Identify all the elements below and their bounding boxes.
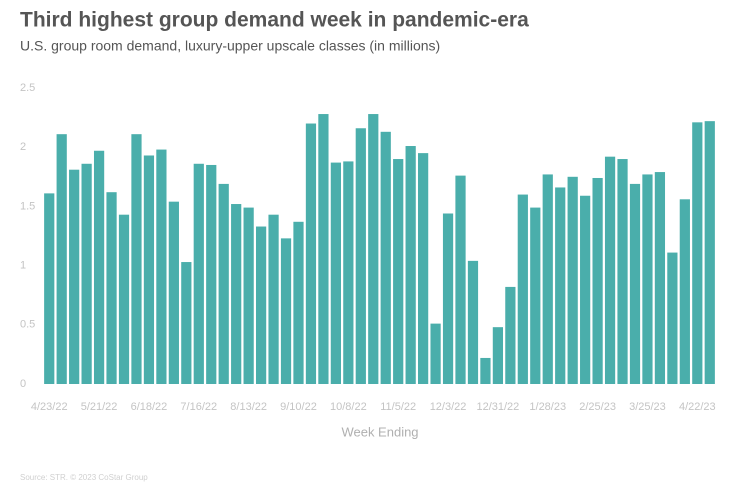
bar — [206, 164, 217, 384]
y-tick-label: 1.5 — [20, 200, 35, 212]
chart-title: Third highest group demand week in pande… — [20, 9, 529, 32]
x-tick-label: 8/13/22 — [230, 401, 267, 413]
y-tick-label: 2 — [20, 141, 26, 153]
bar — [580, 195, 591, 384]
x-tick-label: 10/8/22 — [330, 401, 367, 413]
bar — [268, 214, 279, 384]
bar — [654, 172, 666, 384]
bar — [418, 153, 429, 384]
bar — [704, 121, 715, 384]
bar — [505, 286, 516, 384]
y-tick-label: 0.5 — [20, 319, 35, 331]
bar — [193, 163, 204, 384]
x-tick-label: 6/18/22 — [131, 401, 168, 413]
bar — [81, 163, 92, 384]
bar — [243, 207, 254, 384]
bar — [629, 183, 641, 384]
y-tick-label: 0 — [20, 378, 26, 390]
bar — [255, 226, 267, 384]
y-tick-label: 1 — [20, 260, 26, 272]
bar — [280, 238, 292, 384]
bar — [405, 146, 416, 384]
x-axis-label: Week Ending — [341, 424, 418, 439]
bar — [355, 128, 366, 384]
bar — [380, 131, 391, 384]
bar — [181, 262, 192, 384]
y-tick-label: 2.5 — [20, 82, 35, 94]
bar — [667, 252, 678, 384]
bar — [44, 193, 55, 384]
bar — [156, 149, 167, 384]
bar — [492, 327, 504, 384]
bar — [430, 323, 441, 384]
bar — [642, 174, 653, 384]
bar — [343, 161, 354, 384]
source: Source: STR. © 2023 CoStar Group — [20, 473, 148, 482]
x-tick-label: 4/23/22 — [31, 401, 68, 413]
x-tick-label: 7/16/22 — [180, 401, 217, 413]
x-tick-label: 2/25/23 — [579, 401, 616, 413]
bar — [592, 177, 603, 384]
bar — [467, 260, 479, 384]
bar — [393, 159, 404, 384]
x-tick-label: 9/10/22 — [280, 401, 317, 413]
bar — [455, 175, 466, 384]
bar — [617, 159, 628, 384]
bar — [330, 162, 341, 384]
x-tick-label: 11/5/22 — [380, 401, 416, 413]
bar — [69, 169, 80, 384]
bar — [692, 122, 703, 384]
bar — [305, 123, 317, 385]
x-tick-label: 5/21/22 — [81, 401, 118, 413]
x-tick-label: 4/22/23 — [679, 401, 716, 413]
bar — [679, 199, 690, 384]
bar — [480, 357, 491, 384]
bar — [604, 156, 616, 384]
bar — [143, 155, 155, 384]
bar — [567, 176, 578, 384]
x-tick-label: 12/3/22 — [430, 401, 467, 413]
x-tick-label: 1/28/23 — [529, 401, 566, 413]
bar — [118, 214, 130, 384]
bar — [231, 204, 242, 384]
bar — [56, 134, 67, 384]
bar — [318, 114, 329, 384]
bar — [106, 192, 117, 384]
bar — [93, 150, 105, 384]
bar — [517, 194, 528, 384]
bar — [131, 134, 142, 384]
chart-subtitle: U.S. group room demand, luxury-upper ups… — [20, 38, 440, 54]
bar — [555, 187, 566, 384]
bar — [442, 213, 454, 384]
bar — [218, 183, 229, 384]
bar — [542, 174, 553, 384]
x-tick-label: 12/31/22 — [476, 401, 519, 413]
bar — [530, 207, 541, 384]
bar — [168, 201, 179, 384]
bar — [368, 114, 379, 384]
bar — [293, 221, 304, 384]
x-tick-label: 3/25/23 — [629, 401, 666, 413]
